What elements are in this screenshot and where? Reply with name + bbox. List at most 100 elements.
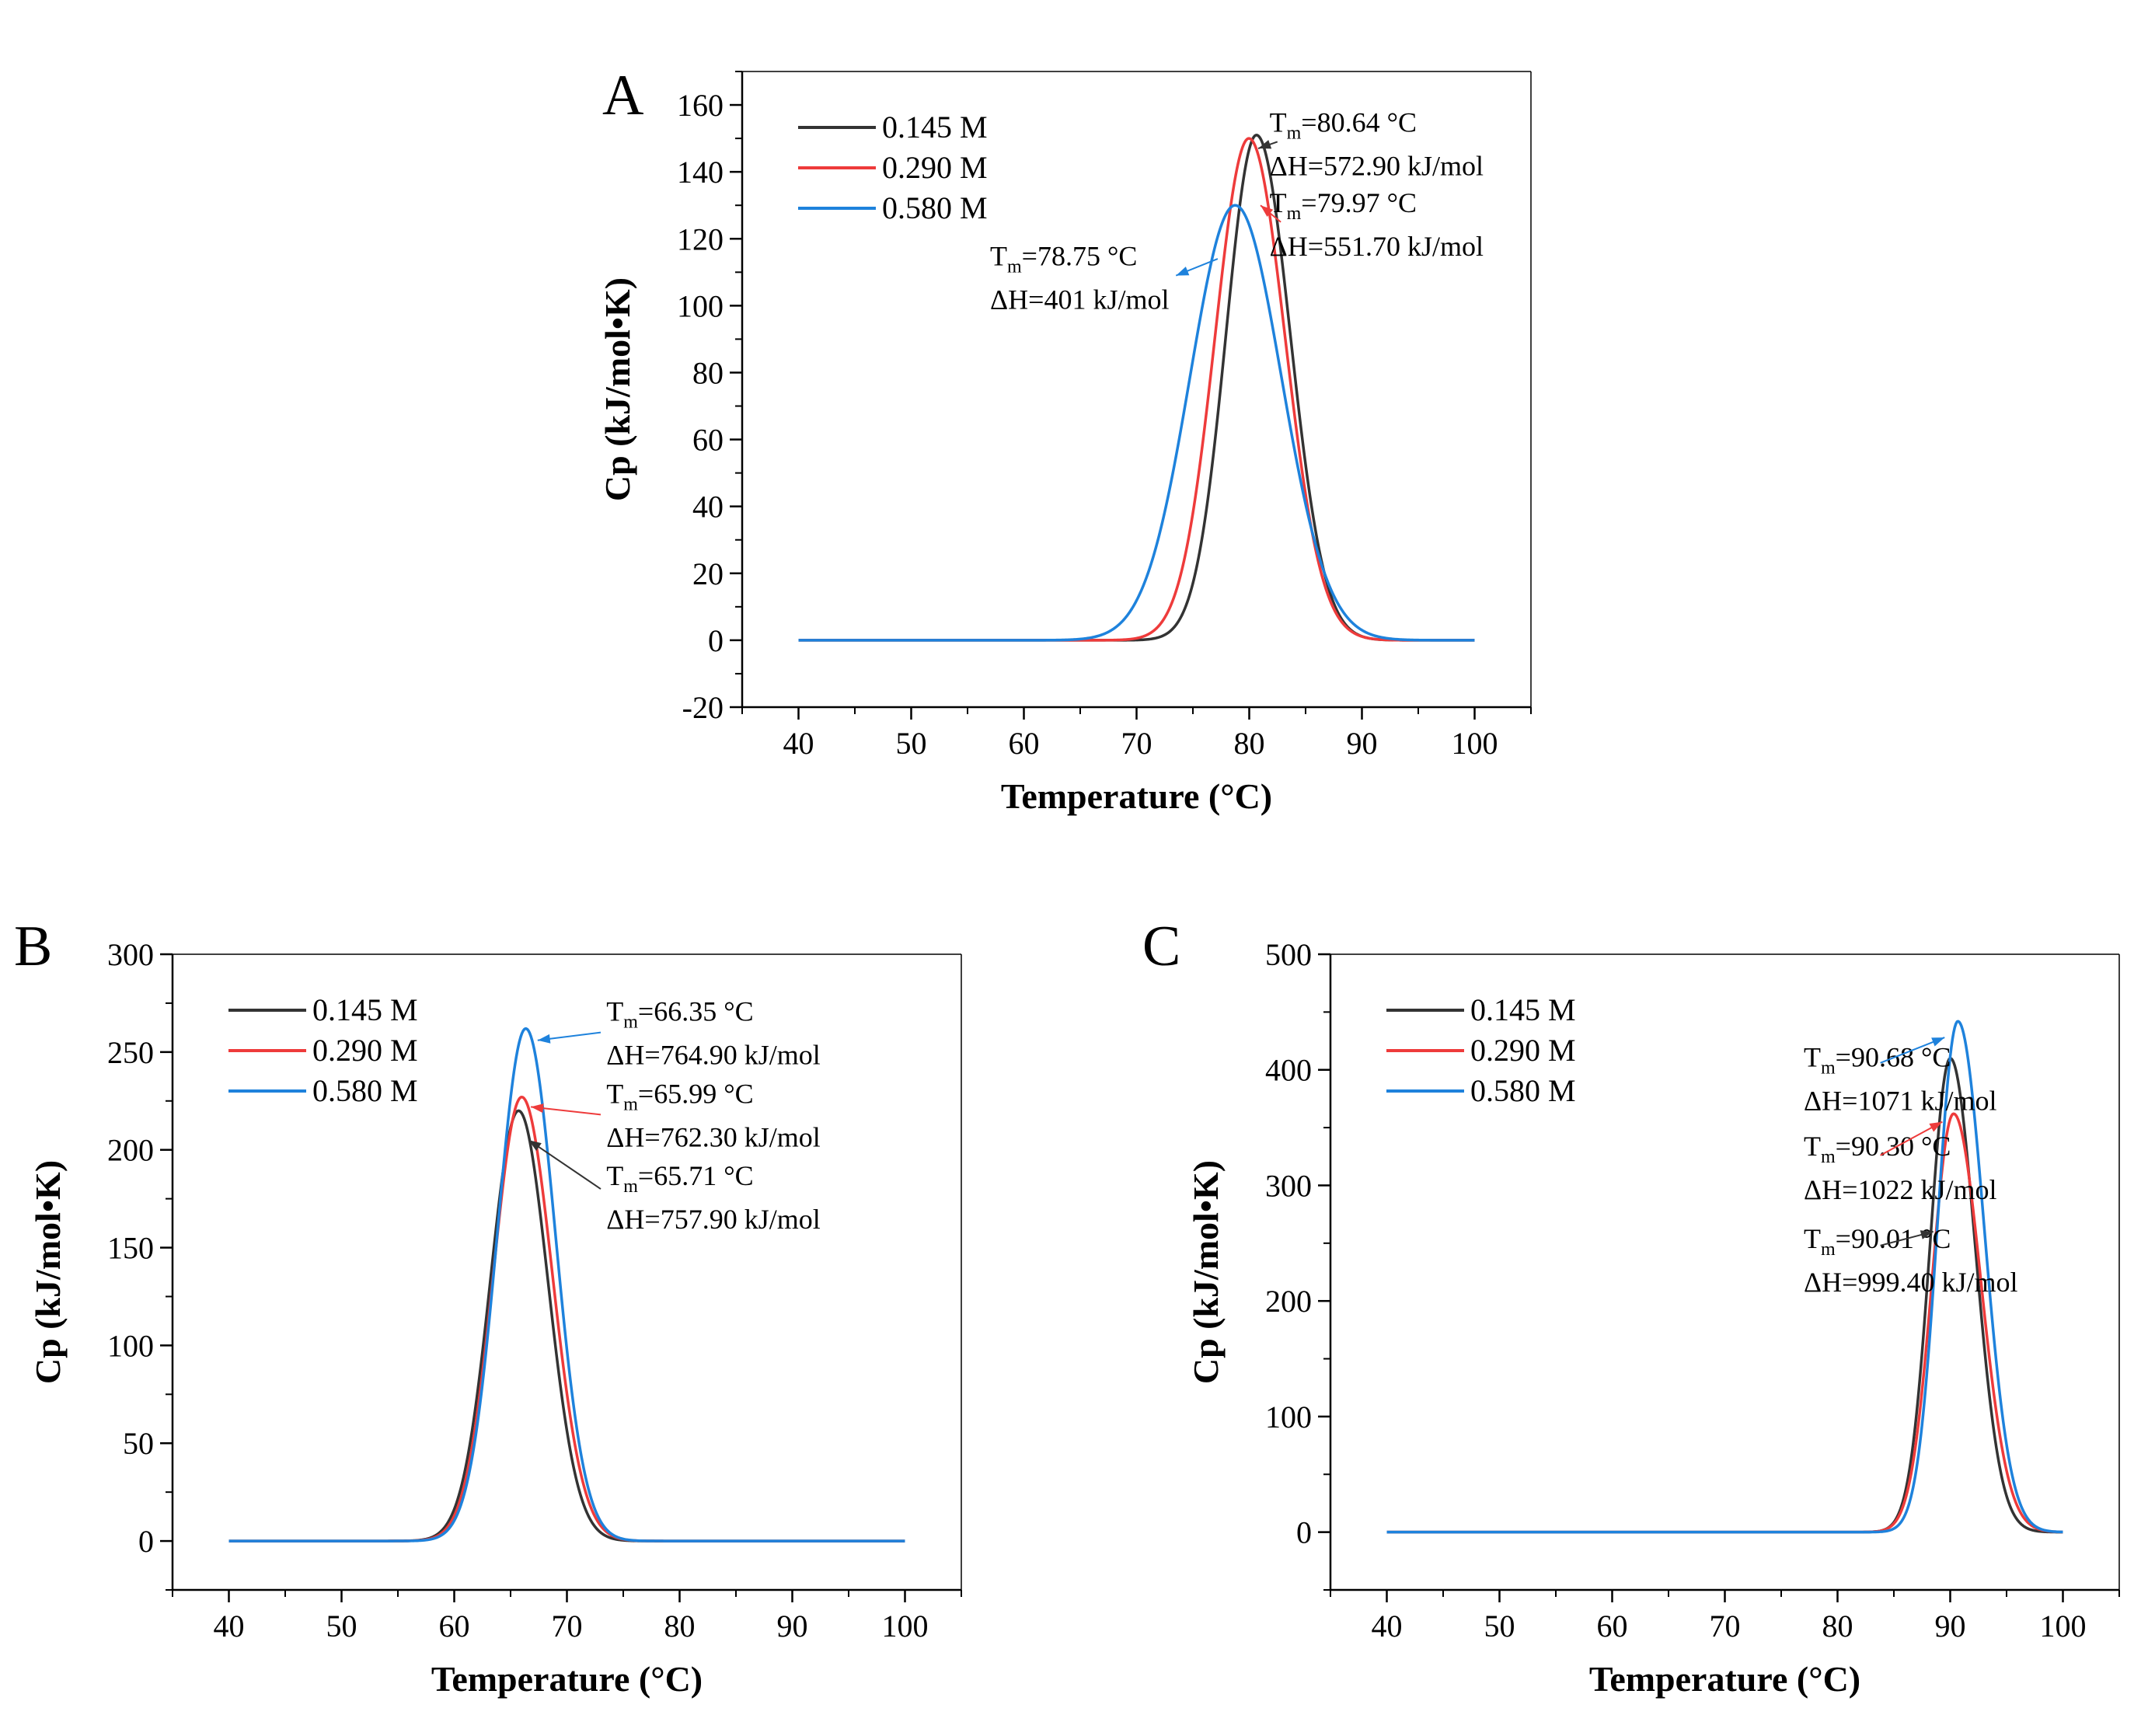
annotation-tm-subscript: m — [1821, 1239, 1836, 1260]
annotation-tm-symbol: T — [1804, 1131, 1821, 1162]
y-tick-label: 60 — [692, 423, 724, 458]
annotation-tm-symbol: T — [990, 241, 1007, 272]
annotation-tm-symbol: T — [606, 1160, 623, 1191]
legend-label: 0.290 M — [882, 150, 988, 185]
annotation-tm-subscript: m — [623, 1094, 638, 1114]
x-tick-label: 50 — [896, 726, 927, 761]
legend-label: 0.580 M — [882, 190, 988, 225]
annotation-arrow-head — [1929, 1121, 1943, 1132]
x-tick-label: 100 — [2040, 1609, 2087, 1644]
annotation-tm: Tm=80.64 °C — [1270, 106, 1417, 143]
y-tick-label: 100 — [677, 288, 724, 323]
annotation-tm-symbol: T — [606, 1078, 623, 1109]
x-tick-label: 60 — [1597, 1609, 1628, 1644]
x-tick-label: 40 — [214, 1609, 245, 1644]
annotation-tm-symbol: T — [1270, 187, 1287, 218]
x-tick-label: 70 — [1710, 1609, 1741, 1644]
annotation-arrow-line — [528, 1139, 602, 1190]
annotation-tm-symbol: T — [1804, 1223, 1821, 1254]
x-tick-label: 80 — [664, 1609, 696, 1644]
annotation-tm-value: =65.99 °C — [638, 1078, 754, 1109]
x-tick-label: 80 — [1234, 726, 1265, 761]
x-tick-label: 60 — [439, 1609, 470, 1644]
y-axis-title: Cp (kJ/mol•K) — [28, 1160, 68, 1384]
x-tick-label: 100 — [1452, 726, 1498, 761]
annotation-tm: Tm=90.30 °C — [1804, 1131, 1951, 1167]
annotation-tm-subscript: m — [1007, 257, 1022, 277]
legend-label: 0.580 M — [1470, 1073, 1576, 1108]
annotation-arrow-head — [1931, 1037, 1945, 1047]
annotation-tm-subscript: m — [1287, 123, 1302, 143]
annotation-dh: ΔH=757.90 kJ/mol — [606, 1204, 820, 1235]
y-tick-label: 400 — [1265, 1053, 1312, 1088]
annotation-tm: Tm=65.99 °C — [606, 1078, 753, 1114]
y-tick-label: 200 — [107, 1133, 154, 1168]
x-tick-label: 70 — [552, 1609, 583, 1644]
annotation-tm-subscript: m — [623, 1013, 638, 1033]
y-tick-label: 200 — [1265, 1284, 1312, 1319]
legend-label: 0.580 M — [312, 1073, 418, 1108]
annotation-arrow-head — [1920, 1230, 1934, 1239]
x-axis-title: Temperature (°C) — [1001, 776, 1272, 816]
y-tick-label: -20 — [682, 690, 724, 725]
x-axis-title: Temperature (°C) — [431, 1659, 703, 1699]
x-tick-label: 60 — [1009, 726, 1040, 761]
annotation-arrow-head — [528, 1140, 542, 1152]
y-tick-label: 0 — [1296, 1515, 1312, 1550]
annotation-tm: Tm=90.01 °C — [1804, 1223, 1951, 1260]
x-tick-label: 40 — [1372, 1609, 1403, 1644]
annotation-dh: ΔH=1071 kJ/mol — [1804, 1085, 1996, 1116]
legend-label: 0.145 M — [1470, 992, 1576, 1027]
y-tick-label: 150 — [107, 1231, 154, 1266]
y-tick-label: 80 — [692, 355, 724, 390]
y-tick-label: 250 — [107, 1035, 154, 1070]
panel-label: B — [14, 915, 52, 978]
y-tick-label: 500 — [1265, 937, 1312, 972]
annotation-dh: ΔH=551.70 kJ/mol — [1270, 231, 1484, 262]
x-tick-label: 80 — [1822, 1609, 1853, 1644]
y-tick-label: 40 — [692, 490, 724, 525]
legend-label: 0.145 M — [882, 110, 988, 145]
annotation-tm: Tm=78.75 °C — [990, 241, 1137, 277]
x-tick-label: 90 — [1347, 726, 1378, 761]
annotation-tm-subscript: m — [1821, 1147, 1836, 1167]
annotation-tm: Tm=65.71 °C — [606, 1160, 753, 1197]
annotation-tm: Tm=79.97 °C — [1270, 187, 1417, 224]
annotation-tm: Tm=66.35 °C — [606, 996, 753, 1033]
x-axis-title: Temperature (°C) — [1589, 1659, 1860, 1699]
annotation-tm-value: =80.64 °C — [1301, 106, 1417, 138]
legend-label: 0.145 M — [312, 992, 418, 1027]
annotation-dh: ΔH=401 kJ/mol — [990, 284, 1169, 315]
annotation-arrow-head — [531, 1103, 544, 1114]
series-line-0-580-m — [798, 204, 1475, 642]
annotation-tm-value: =78.75 °C — [1022, 241, 1138, 272]
y-tick-label: 0 — [138, 1524, 154, 1559]
annotation-arrow-head — [1176, 267, 1190, 276]
x-tick-label: 100 — [882, 1609, 929, 1644]
y-tick-label: 100 — [1265, 1400, 1312, 1434]
series-line-0-580-m — [1386, 1020, 2063, 1534]
panel-label: C — [1142, 915, 1180, 978]
x-tick-label: 40 — [783, 726, 814, 761]
y-axis-title: Cp (kJ/mol•K) — [1186, 1160, 1226, 1384]
annotation-tm-symbol: T — [1804, 1041, 1821, 1072]
annotation-tm-symbol: T — [606, 996, 623, 1027]
y-tick-label: 20 — [692, 556, 724, 591]
annotation-tm-value: =90.01 °C — [1836, 1223, 1951, 1254]
y-tick-label: 100 — [107, 1328, 154, 1363]
y-tick-label: 300 — [1265, 1168, 1312, 1203]
panel-label: A — [602, 64, 643, 127]
annotation-dh: ΔH=999.40 kJ/mol — [1804, 1267, 2017, 1298]
y-tick-label: 160 — [677, 88, 724, 123]
annotation-arrow-head — [1261, 205, 1274, 218]
annotation-tm-value: =90.30 °C — [1836, 1131, 1951, 1162]
x-tick-label: 50 — [326, 1609, 357, 1644]
x-tick-label: 50 — [1484, 1609, 1515, 1644]
series-line-0-580-m — [228, 1027, 905, 1543]
annotation-tm-subscript: m — [1287, 204, 1302, 224]
annotation-tm-symbol: T — [1270, 106, 1287, 138]
annotation-tm-subscript: m — [1821, 1058, 1836, 1078]
y-tick-label: 300 — [107, 937, 154, 972]
